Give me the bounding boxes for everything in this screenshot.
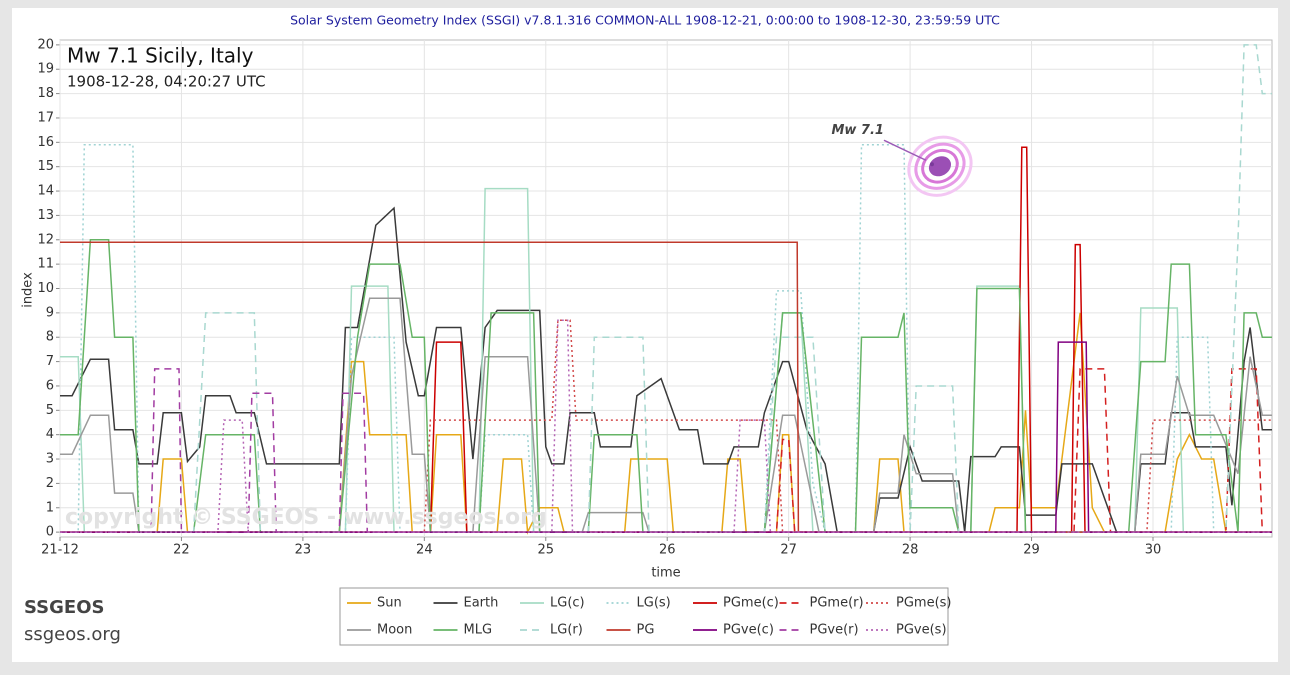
- series-line: [60, 368, 1272, 533]
- y-tick-label: 10: [37, 281, 54, 296]
- event-ring: [914, 142, 966, 190]
- x-axis-label: time: [651, 566, 680, 581]
- event-pointer: [883, 139, 927, 161]
- chart-subtitle: 1908-12-28, 04:20:27 UTC: [67, 73, 266, 91]
- y-tick-label: 1: [46, 500, 54, 515]
- y-tick-label: 5: [46, 403, 54, 418]
- chart-title: Mw 7.1 Sicily, Italy: [67, 44, 254, 68]
- y-tick-label: 9: [46, 305, 54, 320]
- y-tick-label: 8: [46, 330, 54, 345]
- x-tick-label: 24: [416, 543, 433, 558]
- y-tick-label: 15: [37, 159, 54, 174]
- x-tick-label: 22: [173, 543, 190, 558]
- y-tick-label: 4: [46, 427, 54, 442]
- watermark: copyright © SSGEOS - www.ssgeos.org: [65, 505, 547, 530]
- x-tick-label: 26: [659, 543, 676, 558]
- series-line: [60, 319, 1272, 533]
- legend-label: PGme(c): [723, 596, 779, 611]
- x-tick-label: 28: [902, 543, 919, 558]
- series-line: [60, 312, 1272, 535]
- event-label: Mw 7.1: [831, 123, 884, 138]
- legend: [339, 587, 949, 646]
- legend-label: LG(c): [550, 596, 585, 611]
- y-tick-label: 7: [46, 354, 54, 369]
- y-tick-label: 11: [37, 257, 54, 272]
- y-tick-label: 18: [37, 86, 54, 101]
- event-ring: [921, 148, 959, 184]
- legend-label: Earth: [464, 596, 499, 611]
- y-tick-label: 14: [37, 184, 54, 199]
- event-ring: [928, 156, 951, 177]
- x-tick-label: 30: [1145, 543, 1162, 558]
- legend-label: PGme(r): [810, 596, 864, 611]
- x-tick-label: 21-12: [41, 543, 79, 558]
- event-ring: [907, 135, 973, 197]
- series-line: [60, 319, 1272, 533]
- legend-label: LG(s): [637, 596, 671, 611]
- brand: SSGEOS: [24, 597, 104, 618]
- y-axis-label: index: [21, 272, 36, 308]
- y-tick-label: 19: [37, 62, 54, 77]
- x-tick-label: 25: [537, 543, 554, 558]
- legend-label: PGve(r): [810, 623, 859, 638]
- header: Solar System Geometry Index (SSGI) v7.8.…: [290, 13, 1000, 28]
- y-tick-label: 6: [46, 378, 54, 393]
- series-line: [60, 44, 1272, 533]
- y-tick-label: 2: [46, 476, 54, 491]
- y-tick-label: 3: [46, 452, 54, 467]
- legend-label: PG: [637, 623, 655, 638]
- y-tick-label: 13: [37, 208, 54, 223]
- y-tick-label: 20: [37, 37, 54, 52]
- legend-label: MLG: [464, 623, 493, 638]
- y-tick-label: 16: [37, 135, 54, 150]
- series-line: [60, 146, 1272, 533]
- site: ssgeos.org: [24, 624, 121, 645]
- y-tick-label: 17: [37, 110, 54, 125]
- legend-label: PGme(s): [896, 596, 952, 611]
- legend-label: PGve(s): [896, 623, 947, 638]
- series-line: [60, 206, 1272, 533]
- x-tick-label: 23: [295, 543, 312, 558]
- legend-label: PGve(c): [723, 623, 774, 638]
- legend-label: Moon: [377, 623, 412, 638]
- x-tick-label: 27: [780, 543, 797, 558]
- event-marker: [929, 162, 934, 167]
- legend-label: Sun: [377, 596, 402, 611]
- legend-label: LG(r): [550, 623, 583, 638]
- x-tick-label: 29: [1023, 543, 1040, 558]
- y-tick-label: 0: [46, 525, 54, 540]
- y-tick-label: 12: [37, 232, 54, 247]
